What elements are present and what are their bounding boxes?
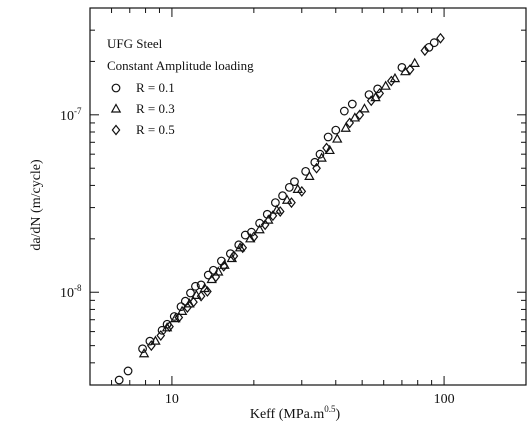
data-point-diamond [366, 95, 376, 107]
data-point-triangle [370, 91, 381, 102]
y-tick-label-exponent: -8 [74, 283, 82, 293]
data-point-diamond [322, 142, 331, 154]
data-point-triangle [254, 224, 265, 234]
legend-marker-triangle [110, 103, 122, 113]
x-axis-title-superscript: 0.5 [324, 404, 336, 414]
axis-ticks [89, 7, 527, 386]
y-tick-label-base: 10 [60, 286, 74, 301]
y-tick-label-exponent: -7 [74, 106, 82, 116]
data-point-circle [429, 38, 439, 48]
data-point-diamond [297, 185, 307, 197]
data-point-diamond [287, 197, 296, 209]
data-point-triangle [226, 252, 238, 263]
data-point-diamond [238, 242, 248, 254]
data-point-diamond [156, 330, 166, 342]
data-point-triangle [176, 305, 188, 315]
data-point-circle [191, 281, 200, 291]
annotation-material: UFG Steel [107, 36, 163, 51]
data-point-diamond [375, 87, 385, 99]
data-point-triangle [161, 322, 173, 332]
data-point-diamond [260, 219, 270, 231]
plot-frame [89, 7, 527, 386]
legend-label: R = 0.3 [136, 101, 175, 116]
legend-label: R = 0.1 [136, 80, 175, 95]
data-point-triangle [281, 194, 293, 204]
data-point-triangle [349, 112, 361, 122]
x-tick-label: 10 [165, 392, 179, 407]
data-point-circle [123, 366, 133, 376]
data-point-diamond [219, 260, 229, 272]
data-point-circle [284, 182, 294, 192]
x-tick-label: 100 [434, 392, 455, 407]
data-point-circle [145, 336, 155, 346]
data-point-diamond [211, 271, 221, 283]
data-point-triangle [324, 144, 335, 155]
x-axis-title-end: ) [335, 407, 340, 422]
data-point-circle [186, 288, 195, 298]
x-axis-title: Keff (MPa.m0.5) [250, 404, 341, 422]
legend-marker-circle [111, 83, 121, 93]
data-points [114, 32, 445, 385]
data-point-triangle [138, 348, 150, 358]
data-point-triangle [316, 152, 327, 162]
legend-marker-diamond [111, 124, 121, 136]
data-point-diamond [229, 250, 239, 262]
data-point-circle [339, 106, 349, 116]
data-point-triangle [340, 122, 351, 132]
data-point-triangle [332, 133, 343, 143]
data-point-diamond [312, 162, 321, 174]
data-point-triangle [263, 214, 274, 224]
data-point-circle [315, 149, 325, 159]
data-point-diamond [189, 296, 198, 308]
data-point-diamond [183, 302, 192, 313]
y-tick-label: 10-7 [60, 106, 82, 124]
data-point-diamond [345, 117, 355, 129]
data-point-diamond [249, 231, 259, 243]
legend: R = 0.1 R = 0.3 R = 0.5 [110, 80, 175, 137]
data-point-diamond [386, 75, 396, 87]
data-point-diamond [275, 206, 285, 217]
data-point-diamond [355, 109, 365, 121]
data-point-circle [290, 177, 299, 187]
data-point-circle [347, 99, 357, 109]
data-point-triangle [380, 80, 391, 90]
data-point-diamond [165, 321, 174, 333]
data-point-triangle [150, 335, 161, 345]
y-axis-title: da/dN (m/cycle) [29, 159, 44, 251]
y-tick-label-base: 10 [60, 109, 74, 124]
data-point-triangle [234, 242, 246, 252]
data-point-triangle [170, 312, 181, 323]
legend-label: R = 0.5 [136, 122, 175, 137]
data-point-diamond [420, 45, 430, 57]
data-point-circle [323, 132, 333, 142]
annotation-loading: Constant Amplitude loading [107, 58, 254, 73]
data-point-circle [234, 240, 244, 250]
data-point-triangle [359, 103, 370, 113]
data-point-circle [331, 125, 341, 135]
data-point-diamond [196, 290, 206, 302]
data-point-diamond [405, 64, 415, 75]
y-tick-label: 10-8 [60, 283, 82, 301]
data-point-diamond [174, 312, 184, 324]
data-point-circle [169, 312, 179, 321]
data-point-circle [114, 375, 124, 385]
data-point-triangle [409, 57, 420, 67]
data-point-circle [270, 198, 280, 208]
data-point-circle [278, 191, 287, 201]
data-point-diamond [436, 32, 445, 44]
data-point-diamond [146, 340, 156, 352]
x-axis-title-main: Keff (MPa.m [250, 407, 325, 422]
data-point-diamond [268, 210, 278, 222]
data-point-diamond [203, 286, 212, 297]
data-point-triangle [304, 170, 315, 180]
data-point-triangle [245, 233, 256, 243]
